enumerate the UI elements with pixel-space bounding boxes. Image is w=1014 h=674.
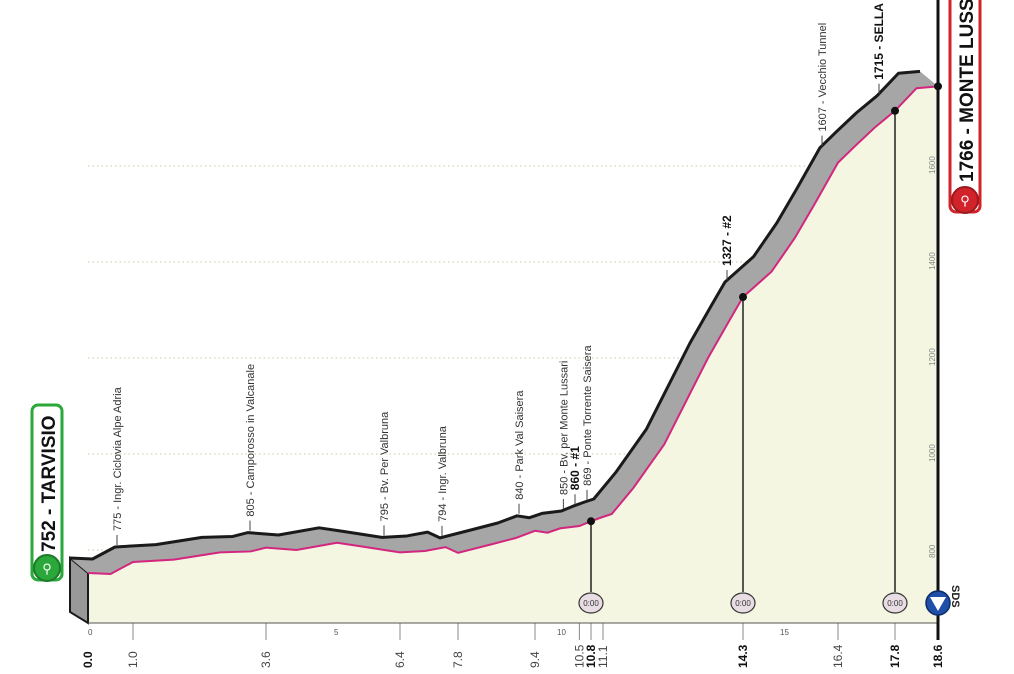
y-tick-label: 1400	[928, 252, 937, 270]
waypoint-label: 775 - Ingr. Ciclovia Alpe Adria	[112, 386, 124, 531]
finish-dot	[934, 82, 942, 91]
cyclist-glyph: ⚲	[42, 561, 52, 576]
waypoint-label: 805 - Camporosso in Valcanale	[245, 364, 257, 517]
profile-marks	[88, 0, 951, 640]
km-label: 17.8	[888, 644, 902, 668]
km-label: 11.1	[596, 645, 610, 668]
y-tick-label: 1000	[928, 444, 937, 462]
start-label: 752 - TARVISIO	[39, 415, 60, 552]
timing-dot	[891, 106, 899, 115]
finish-badge: ⚲ 1766 - MONTE LUSSARI	[948, 0, 982, 214]
waypoint-label: 795 - Bv. Per Valbruna	[379, 411, 391, 522]
x-tick-label: 0	[88, 628, 93, 637]
waypoint-label: 1607 - Vecchio Tunnel	[817, 23, 829, 132]
profile-area	[69, 69, 939, 625]
km-label: 10.5	[572, 644, 586, 668]
road-line	[87, 85, 939, 576]
waypoint-label: 850 - Bv. per Monte Lussari	[558, 361, 570, 495]
timing-label: 0:00	[583, 599, 599, 608]
cyclist-glyph: ⚲	[960, 193, 970, 208]
cyclist-icon	[951, 186, 979, 214]
y-tick-label: 1200	[928, 348, 937, 366]
profile-outline	[69, 69, 921, 561]
timing-dot	[739, 293, 747, 302]
x-tick-label: 5	[334, 628, 339, 637]
km-label: 10.8	[584, 644, 598, 668]
km-label: 3.6	[259, 651, 273, 668]
timing-dot	[587, 517, 595, 526]
stopwatch-icon	[730, 592, 756, 614]
timing-label: 0:00	[887, 599, 903, 608]
y-tick-label: 1600	[928, 156, 937, 174]
waypoint-label: 1715 - SELLA PR	[872, 0, 886, 80]
waypoint-label: 869 - Ponte Torrente Saisera	[582, 345, 594, 486]
waypoint-label: 1327 - #2	[720, 215, 734, 266]
waypoint-label: 794 - Ingr. Valbruna	[437, 425, 449, 522]
x-tick-label: 10	[557, 628, 566, 637]
km-label: 7.8	[451, 651, 465, 668]
km-label: 6.4	[393, 651, 407, 668]
km-label: 18.6	[931, 644, 945, 668]
stopwatch-icon	[578, 592, 604, 614]
triangle-glyph	[930, 597, 946, 611]
finish-label: 1766 - MONTE LUSSARI	[957, 0, 978, 182]
waypoint-label: 860 - #1	[568, 446, 582, 490]
km-label: 14.3	[736, 644, 750, 668]
km-label: 16.4	[831, 644, 845, 668]
road-band	[70, 71, 938, 574]
start-badge: ⚲ 752 - TARVISIO	[30, 403, 64, 582]
x-tick-label: 15	[780, 628, 789, 637]
waypoint-label: 840 - Park Val Saisera	[514, 390, 526, 500]
km-label: 0.0	[81, 651, 95, 668]
y-tick-label: 800	[928, 544, 937, 558]
timing-label: 0:00	[735, 599, 751, 608]
cyclist-icon	[33, 554, 61, 582]
stopwatch-icon	[882, 592, 908, 614]
finish-marker-label: SDS	[949, 585, 961, 608]
profile-labels: 800 1000 1200 1400 1600 0 5 10 15 775 - Ingr. Cic…	[81, 0, 961, 668]
km-label: 9.4	[528, 651, 542, 668]
km-label: 1.0	[126, 651, 140, 668]
terrain-fill	[88, 86, 938, 623]
